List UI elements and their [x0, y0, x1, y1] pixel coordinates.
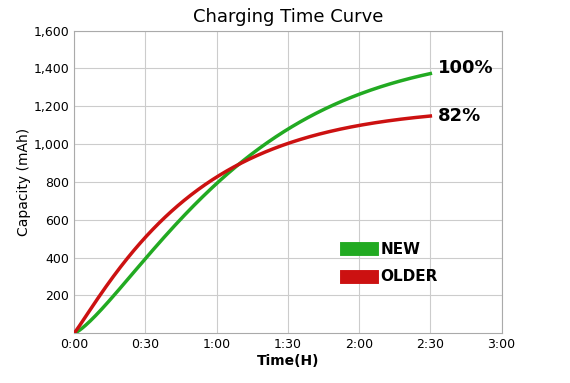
Title: Charging Time Curve: Charging Time Curve: [193, 8, 383, 26]
Text: 100%: 100%: [438, 59, 493, 77]
Y-axis label: Capacity (mAh): Capacity (mAh): [17, 128, 31, 236]
X-axis label: Time(H): Time(H): [256, 354, 319, 368]
Text: 82%: 82%: [438, 107, 481, 125]
Legend: NEW, OLDER: NEW, OLDER: [341, 236, 443, 290]
